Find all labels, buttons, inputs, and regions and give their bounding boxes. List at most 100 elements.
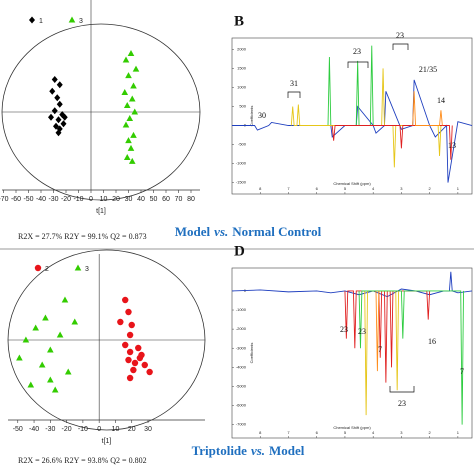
point (38, 361, 46, 368)
bracket (287, 91, 301, 98)
point (126, 115, 134, 121)
point (130, 366, 137, 374)
bracket (389, 386, 415, 393)
peak-annotation: 31 (290, 79, 298, 88)
legend-label: 2 (45, 266, 49, 273)
x-axis-title: Chemical Shift (ppm) (333, 425, 371, 430)
x-tick-label: -50 (23, 196, 33, 203)
point (131, 108, 139, 115)
y-tick-label: -1000 (236, 307, 247, 312)
point (146, 368, 153, 376)
legend-swatch (74, 264, 82, 271)
legend-label: 3 (85, 266, 89, 273)
point (132, 65, 140, 72)
x-tick-label: 50 (150, 196, 158, 203)
point (27, 381, 35, 388)
legend-swatch (68, 16, 76, 23)
peak-annotation: 13 (448, 141, 456, 150)
y-axis-title: Coefficients (249, 106, 254, 127)
x-tick-label: -20 (61, 196, 71, 203)
x-tick-label: 70 (175, 196, 183, 203)
y-tick-label: -500 (238, 142, 247, 147)
peak-annotation: 7 (460, 367, 464, 376)
y-tick-label: -2000 (236, 326, 247, 331)
x-tick-label: 3 (400, 430, 403, 435)
point (128, 157, 136, 164)
legend-label: 1 (39, 18, 43, 25)
y-tick-label: 1500 (237, 66, 247, 71)
bracket (392, 43, 409, 50)
x-tick-label: -40 (36, 196, 46, 203)
x-tick-label: 2 (429, 186, 432, 191)
point (55, 129, 62, 137)
point (42, 314, 49, 321)
x-tick-label: -60 (11, 196, 21, 203)
point (141, 361, 148, 369)
model-stats: R2X = 27.7% R2Y = 99.1% Q2 = 0.873 (18, 232, 147, 241)
x-tick-label: -50 (13, 426, 23, 433)
model-stats: R2X = 26.6% R2Y = 93.8% Q2 = 0.802 (18, 456, 147, 465)
point (61, 296, 69, 303)
caption: Triptolide vs. Model (192, 443, 305, 458)
point (138, 351, 145, 359)
x-tick-label: -30 (48, 196, 58, 203)
point (131, 359, 139, 367)
point (61, 113, 68, 121)
spectrum-line (412, 91, 443, 126)
x-tick-label: 3 (400, 186, 403, 191)
legend-swatch (34, 264, 42, 272)
point (49, 87, 56, 95)
point (55, 116, 62, 124)
x-tick-label: 1 (457, 430, 460, 435)
point (125, 72, 132, 79)
peak-annotation: 23 (353, 47, 361, 56)
point (130, 131, 137, 138)
caption-part: Model (175, 224, 211, 239)
x-axis-title: t[1] (96, 208, 106, 215)
x-tick-label: 7 (287, 430, 290, 435)
point (122, 121, 130, 128)
point (22, 336, 30, 343)
point (125, 308, 132, 316)
point (122, 296, 129, 304)
point (47, 346, 54, 353)
y-tick-label: -1000 (236, 161, 247, 166)
x-tick-label: -40 (29, 426, 39, 433)
point (51, 386, 59, 393)
peak-annotation: 23 (358, 327, 366, 336)
peak-annotation: 23 (396, 31, 404, 40)
point (125, 356, 132, 364)
y-tick-label: -7000 (236, 422, 247, 427)
x-tick-label: 7 (287, 186, 290, 191)
x-tick-label: 20 (112, 196, 120, 203)
spectrum-line (331, 125, 453, 160)
y-tick-label: -5000 (236, 383, 247, 388)
point (128, 321, 135, 329)
x-tick-label: 5 (344, 186, 347, 191)
x-tick-label: -10 (78, 426, 88, 433)
spectrum-line (231, 271, 473, 298)
x-tick-label: 6 (316, 186, 319, 191)
y-tick-label: 2000 (237, 46, 247, 51)
point (56, 100, 63, 108)
x-tick-label: -10 (73, 196, 83, 203)
point (126, 331, 134, 339)
y-tick-label: -3000 (236, 345, 247, 350)
point (51, 107, 58, 115)
point (135, 344, 142, 352)
x-tick-label: 10 (112, 426, 120, 433)
y-axis-title: Coefficients (249, 343, 254, 364)
bracket (347, 61, 369, 68)
y-tick-label: -6000 (236, 403, 247, 408)
point (121, 89, 129, 95)
point (126, 348, 134, 356)
caption: Model vs. Normal Control (175, 224, 322, 239)
x-tick-label: 30 (125, 196, 133, 203)
point (130, 82, 137, 89)
caption-part: vs. (214, 224, 228, 239)
point (47, 376, 54, 383)
x-tick-label: -20 (62, 426, 72, 433)
x-tick-label: 80 (187, 196, 195, 203)
